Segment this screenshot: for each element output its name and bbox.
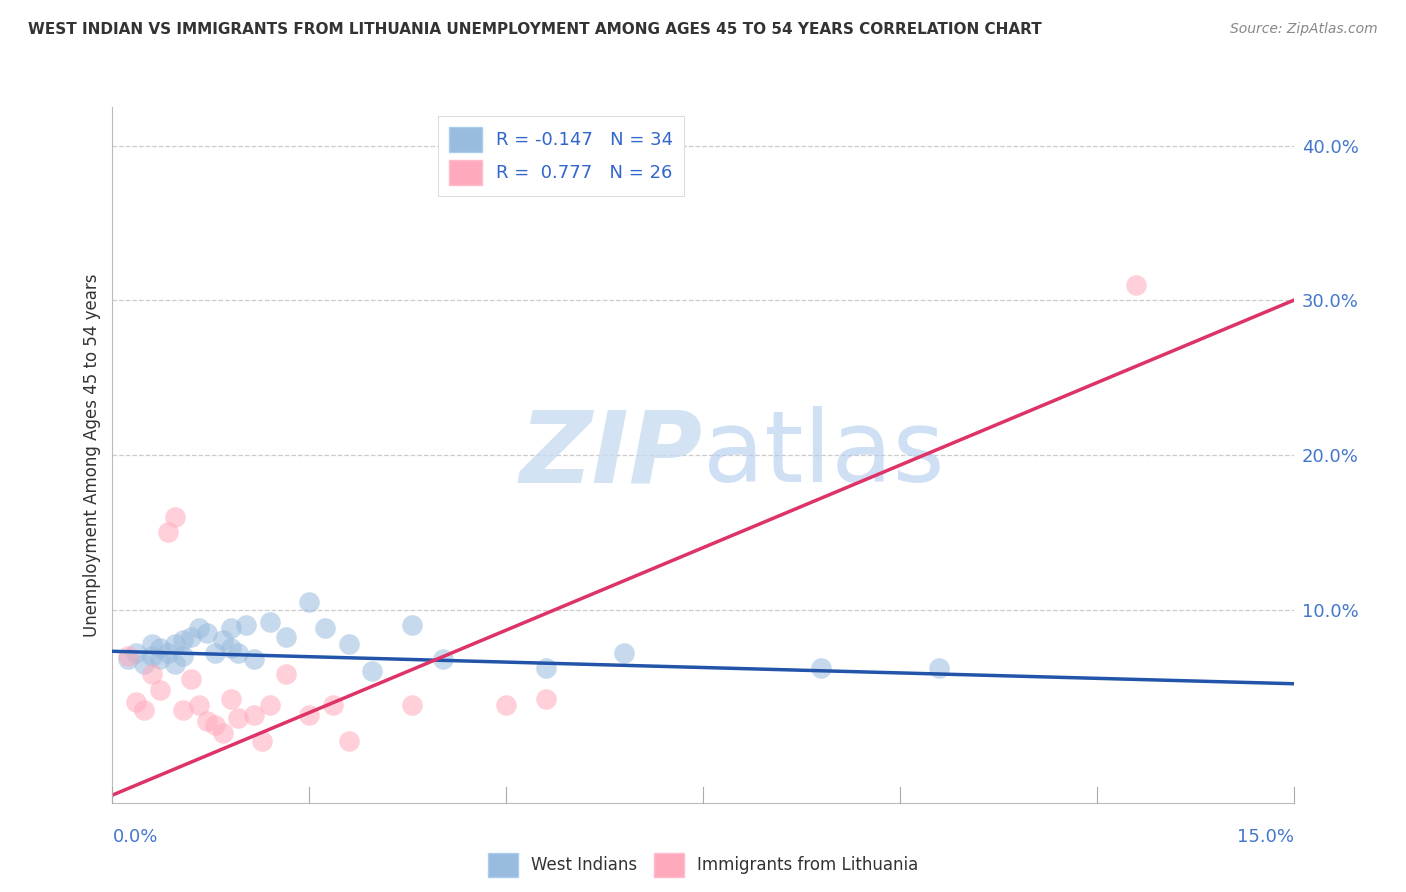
Point xyxy=(337,636,360,650)
Point xyxy=(259,698,281,713)
Point xyxy=(1125,277,1147,292)
Point xyxy=(401,618,423,632)
Text: WEST INDIAN VS IMMIGRANTS FROM LITHUANIA UNEMPLOYMENT AMONG AGES 45 TO 54 YEARS : WEST INDIAN VS IMMIGRANTS FROM LITHUANIA… xyxy=(28,22,1042,37)
Text: 0.0%: 0.0% xyxy=(112,828,157,846)
Point xyxy=(298,707,321,722)
Point xyxy=(195,714,218,728)
Point xyxy=(125,646,148,660)
Point xyxy=(243,652,266,666)
Point xyxy=(298,595,321,609)
Point xyxy=(149,652,172,666)
Point xyxy=(117,652,139,666)
Point xyxy=(180,672,202,686)
Y-axis label: Unemployment Among Ages 45 to 54 years: Unemployment Among Ages 45 to 54 years xyxy=(83,273,101,637)
Point xyxy=(337,734,360,748)
Point xyxy=(132,657,155,671)
Point xyxy=(243,707,266,722)
Point xyxy=(928,661,950,675)
Point xyxy=(195,625,218,640)
Point xyxy=(534,692,557,706)
Point xyxy=(188,698,211,713)
Point xyxy=(180,631,202,645)
Point xyxy=(235,618,257,632)
Point xyxy=(172,633,194,648)
Point xyxy=(165,657,187,671)
Point xyxy=(495,698,517,713)
Point xyxy=(211,633,233,648)
Point xyxy=(204,646,226,660)
Point xyxy=(149,641,172,656)
Point xyxy=(228,646,250,660)
Point xyxy=(211,726,233,740)
Point xyxy=(141,667,163,681)
Point xyxy=(141,636,163,650)
Point xyxy=(274,631,297,645)
Point xyxy=(165,509,187,524)
Point xyxy=(117,648,139,663)
Point xyxy=(156,646,179,660)
Point xyxy=(810,661,832,675)
Text: atlas: atlas xyxy=(703,407,945,503)
Point xyxy=(188,621,211,635)
Text: Source: ZipAtlas.com: Source: ZipAtlas.com xyxy=(1230,22,1378,37)
Point xyxy=(361,665,384,679)
Point xyxy=(172,648,194,663)
Point xyxy=(125,695,148,709)
Point xyxy=(314,621,336,635)
Legend: West Indians, Immigrants from Lithuania: West Indians, Immigrants from Lithuania xyxy=(479,845,927,885)
Point xyxy=(132,703,155,717)
Point xyxy=(432,652,454,666)
Text: ZIP: ZIP xyxy=(520,407,703,503)
Point xyxy=(165,636,187,650)
Point xyxy=(219,621,242,635)
Text: 15.0%: 15.0% xyxy=(1236,828,1294,846)
Point xyxy=(250,734,273,748)
Point xyxy=(156,525,179,540)
Point xyxy=(228,711,250,725)
Point xyxy=(149,682,172,697)
Point xyxy=(322,698,344,713)
Point xyxy=(401,698,423,713)
Point xyxy=(534,661,557,675)
Point xyxy=(204,718,226,732)
Point xyxy=(141,648,163,663)
Point xyxy=(613,646,636,660)
Point xyxy=(259,615,281,629)
Point xyxy=(172,703,194,717)
Point xyxy=(274,667,297,681)
Point xyxy=(219,692,242,706)
Point xyxy=(219,641,242,656)
